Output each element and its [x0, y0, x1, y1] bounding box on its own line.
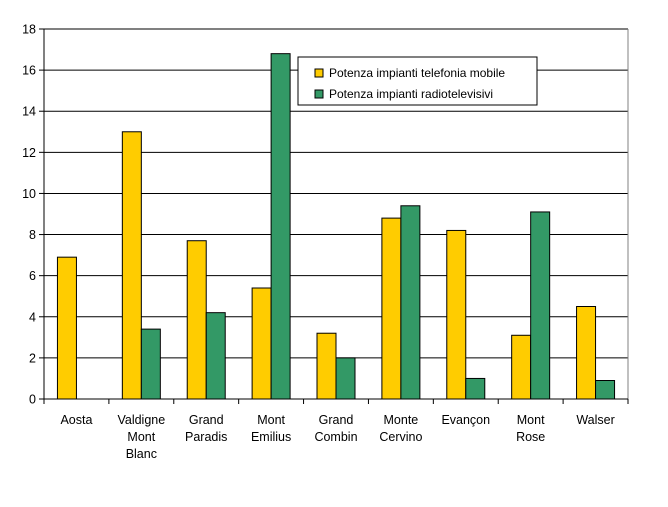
- bar-mobile-7: [511, 334, 532, 400]
- y-tick-label: 0: [29, 393, 36, 407]
- x-tick-label: Aosta: [60, 413, 92, 427]
- bar-mobile-3: [251, 287, 272, 400]
- bar-radiotv-2: [205, 312, 226, 400]
- legend-swatch: [314, 89, 324, 99]
- x-tick-label: Evançon: [441, 413, 490, 427]
- legend-label: Potenza impianti telefonia mobile: [329, 66, 505, 80]
- y-tick-label: 14: [22, 105, 36, 119]
- legend: Potenza impianti telefonia mobile Potenza…: [297, 56, 538, 106]
- bar-mobile-4: [316, 332, 337, 400]
- y-tick-label: 12: [22, 146, 36, 160]
- x-tick-labels: Aosta Valdigne Mont Blanc Grand Paradis Mont Em…: [60, 413, 614, 461]
- y-tick-label: 8: [29, 228, 36, 242]
- y-tick-labels: 0 2 4 6 8 10 12 14 16 18: [22, 23, 36, 407]
- bar-mobile-0: [56, 256, 77, 400]
- y-tick-label: 4: [29, 310, 36, 324]
- y-tick-label: 10: [22, 187, 36, 201]
- legend-box: [297, 56, 538, 106]
- bar-radiotv-7: [530, 211, 551, 400]
- x-tick-label: Grand Paradis: [185, 413, 227, 444]
- x-tick-label: Valdigne Mont Blanc: [117, 413, 165, 461]
- bar-radiotv-4: [335, 357, 356, 400]
- x-tick-label: Monte Cervino: [379, 413, 422, 444]
- bar-radiotv-1: [140, 328, 161, 400]
- x-tick-label: Mont Rose: [516, 413, 545, 444]
- bar-mobile-6: [446, 229, 467, 400]
- y-tick-label: 18: [22, 23, 36, 37]
- bar-radiotv-6: [465, 377, 486, 400]
- x-tick-label: Mont Emilius: [251, 413, 291, 444]
- y-tick-label: 6: [29, 269, 36, 283]
- bar-radiotv-3: [270, 53, 291, 400]
- x-tick-label: Grand Combin: [314, 413, 357, 444]
- bar-radiotv-5: [400, 205, 421, 400]
- axes: [39, 28, 629, 404]
- y-tick-label: 2: [29, 351, 36, 365]
- legend-swatch: [314, 68, 324, 78]
- bar-mobile-1: [121, 131, 142, 400]
- bar-radiotv-8: [595, 380, 616, 400]
- bar-mobile-5: [381, 217, 402, 400]
- bar-mobile-8: [576, 306, 597, 400]
- bar-mobile-2: [186, 240, 207, 400]
- legend-label: Potenza impianti radiotelevisivi: [329, 87, 493, 101]
- x-tick-label: Walser: [576, 413, 614, 427]
- y-tick-label: 16: [22, 64, 36, 78]
